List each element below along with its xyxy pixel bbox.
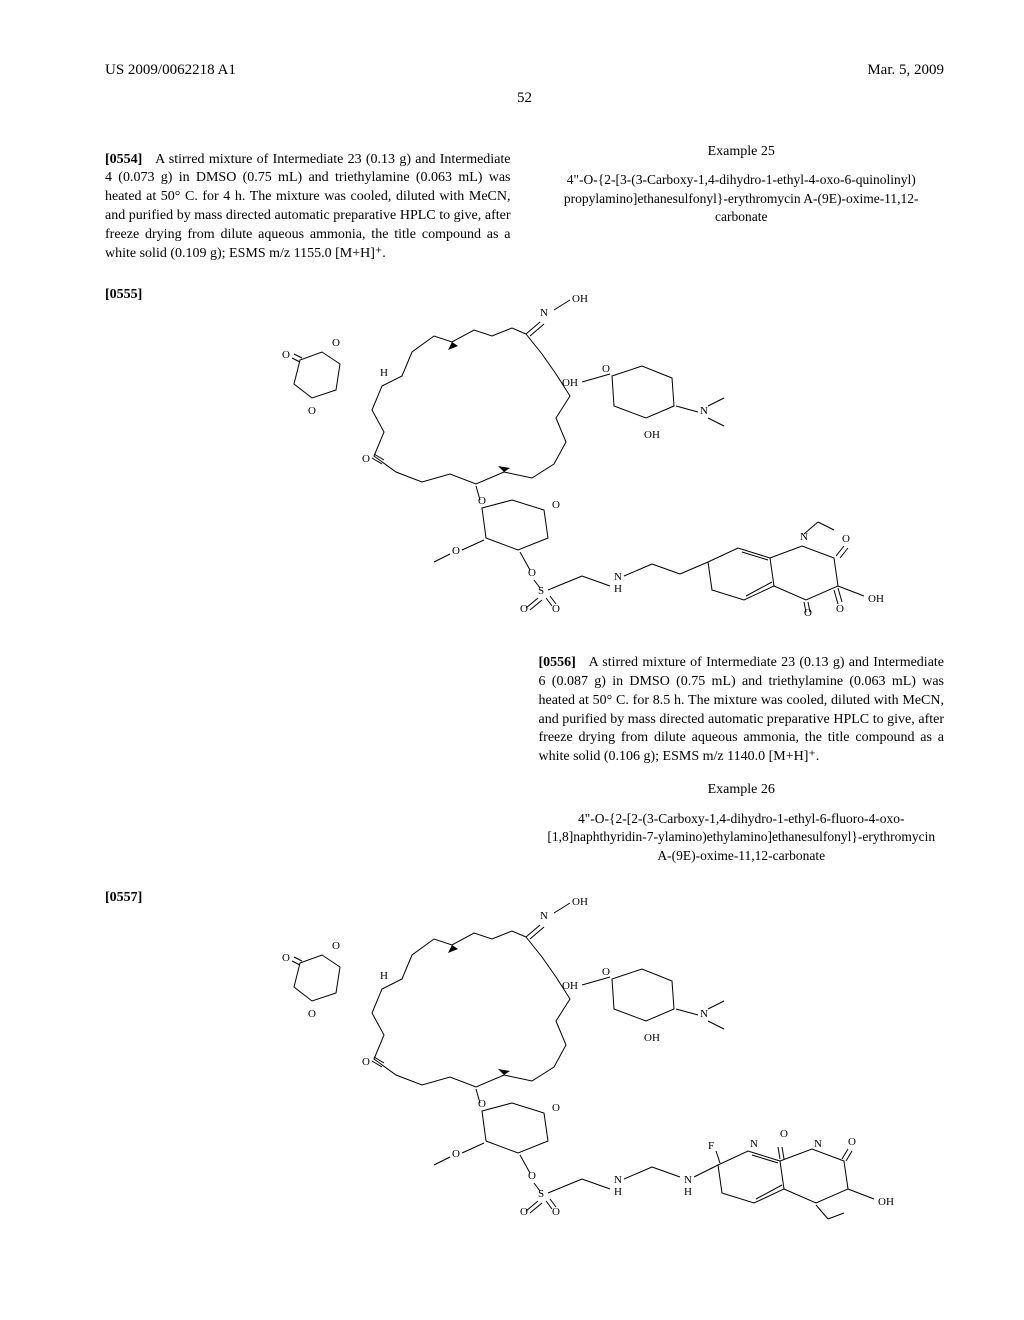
svg-text:O: O	[452, 545, 460, 557]
chemical-structure-svg-1: OH N O O O H	[152, 286, 912, 626]
svg-text:H: H	[684, 1186, 692, 1198]
svg-text:OH: OH	[572, 896, 588, 908]
paragraph-0556: [0556] A stirred mixture of Intermediate…	[539, 654, 945, 767]
chemical-structure-2: [0557] OH N O O O	[105, 889, 944, 1229]
svg-text:N: N	[800, 531, 808, 543]
svg-text:H: H	[614, 1186, 622, 1198]
svg-text:N: N	[750, 1138, 758, 1150]
svg-text:OH: OH	[644, 1032, 660, 1044]
structure-1-block: [0555] OH N O O O	[105, 286, 944, 626]
para-number: [0554]	[105, 152, 142, 167]
svg-text:H: H	[380, 367, 388, 379]
svg-text:N: N	[540, 910, 548, 922]
example-25-compound-name: 4"-O-{2-[3-(3-Carboxy-1,4-dihydro-1-ethy…	[539, 171, 945, 226]
publication-date: Mar. 5, 2009	[867, 60, 944, 80]
right-column: Example 25 4"-O-{2-[3-(3-Carboxy-1,4-dih…	[539, 137, 945, 278]
chemical-structure-1: [0555] OH N O O O	[105, 286, 944, 626]
structure-2-block: [0557] OH N O O O	[105, 889, 944, 1229]
svg-text:N: N	[700, 1008, 708, 1020]
svg-text:N: N	[540, 307, 548, 319]
svg-text:N: N	[814, 1138, 822, 1150]
svg-text:N: N	[684, 1174, 692, 1186]
svg-text:OH: OH	[562, 980, 578, 992]
svg-text:OH: OH	[562, 377, 578, 389]
svg-text:O: O	[552, 1206, 560, 1218]
svg-text:O: O	[282, 952, 290, 964]
publication-number: US 2009/0062218 A1	[105, 60, 236, 80]
columns-top: [0554] A stirred mixture of Intermediate…	[105, 137, 944, 278]
svg-text:O: O	[282, 349, 290, 361]
page-number: 52	[105, 88, 944, 108]
svg-text:O: O	[552, 499, 560, 511]
svg-text:O: O	[520, 1206, 528, 1218]
paragraph-0554: [0554] A stirred mixture of Intermediate…	[105, 151, 511, 264]
svg-text:O: O	[836, 603, 844, 615]
svg-text:O: O	[848, 1136, 856, 1148]
svg-text:N: N	[614, 1174, 622, 1186]
svg-text:O: O	[308, 405, 316, 417]
patent-page: US 2009/0062218 A1 Mar. 5, 2009 52 [0554…	[0, 0, 1024, 1283]
svg-text:OH: OH	[878, 1196, 894, 1208]
structure-1-number: [0555]	[105, 286, 142, 305]
structure-2-number: [0557]	[105, 889, 142, 908]
svg-text:O: O	[308, 1008, 316, 1020]
example-25-label: Example 25	[539, 143, 945, 162]
svg-text:O: O	[362, 1056, 370, 1068]
svg-text:O: O	[842, 533, 850, 545]
chemical-structure-svg-2: OH N O O O H OH	[152, 889, 912, 1229]
svg-text:O: O	[452, 1148, 460, 1160]
example-26-label: Example 26	[539, 781, 945, 800]
page-header: US 2009/0062218 A1 Mar. 5, 2009	[105, 60, 944, 80]
columns-mid: [0556] A stirred mixture of Intermediate…	[105, 640, 944, 881]
left-spacer	[105, 640, 511, 881]
svg-text:N: N	[700, 405, 708, 417]
left-column: [0554] A stirred mixture of Intermediate…	[105, 137, 511, 278]
para-text-0556: A stirred mixture of Intermediate 23 (0.…	[539, 655, 945, 764]
svg-text:OH: OH	[572, 293, 588, 305]
svg-text:O: O	[332, 337, 340, 349]
svg-text:H: H	[380, 970, 388, 982]
svg-text:H: H	[614, 583, 622, 595]
svg-text:O: O	[552, 603, 560, 615]
para-number-0556: [0556]	[539, 655, 576, 670]
svg-text:O: O	[602, 966, 610, 978]
svg-text:OH: OH	[868, 593, 884, 605]
para-text: A stirred mixture of Intermediate 23 (0.…	[105, 152, 511, 261]
svg-text:N: N	[614, 571, 622, 583]
svg-text:O: O	[602, 363, 610, 375]
svg-text:O: O	[780, 1128, 788, 1140]
svg-text:O: O	[552, 1102, 560, 1114]
svg-text:O: O	[520, 603, 528, 615]
svg-text:OH: OH	[644, 429, 660, 441]
svg-text:F: F	[708, 1140, 714, 1152]
svg-text:O: O	[332, 940, 340, 952]
example-26-compound-name: 4"-O-{2-[2-(3-Carboxy-1,4-dihydro-1-ethy…	[539, 810, 945, 865]
svg-text:O: O	[362, 453, 370, 465]
right-column-mid: [0556] A stirred mixture of Intermediate…	[539, 640, 945, 881]
